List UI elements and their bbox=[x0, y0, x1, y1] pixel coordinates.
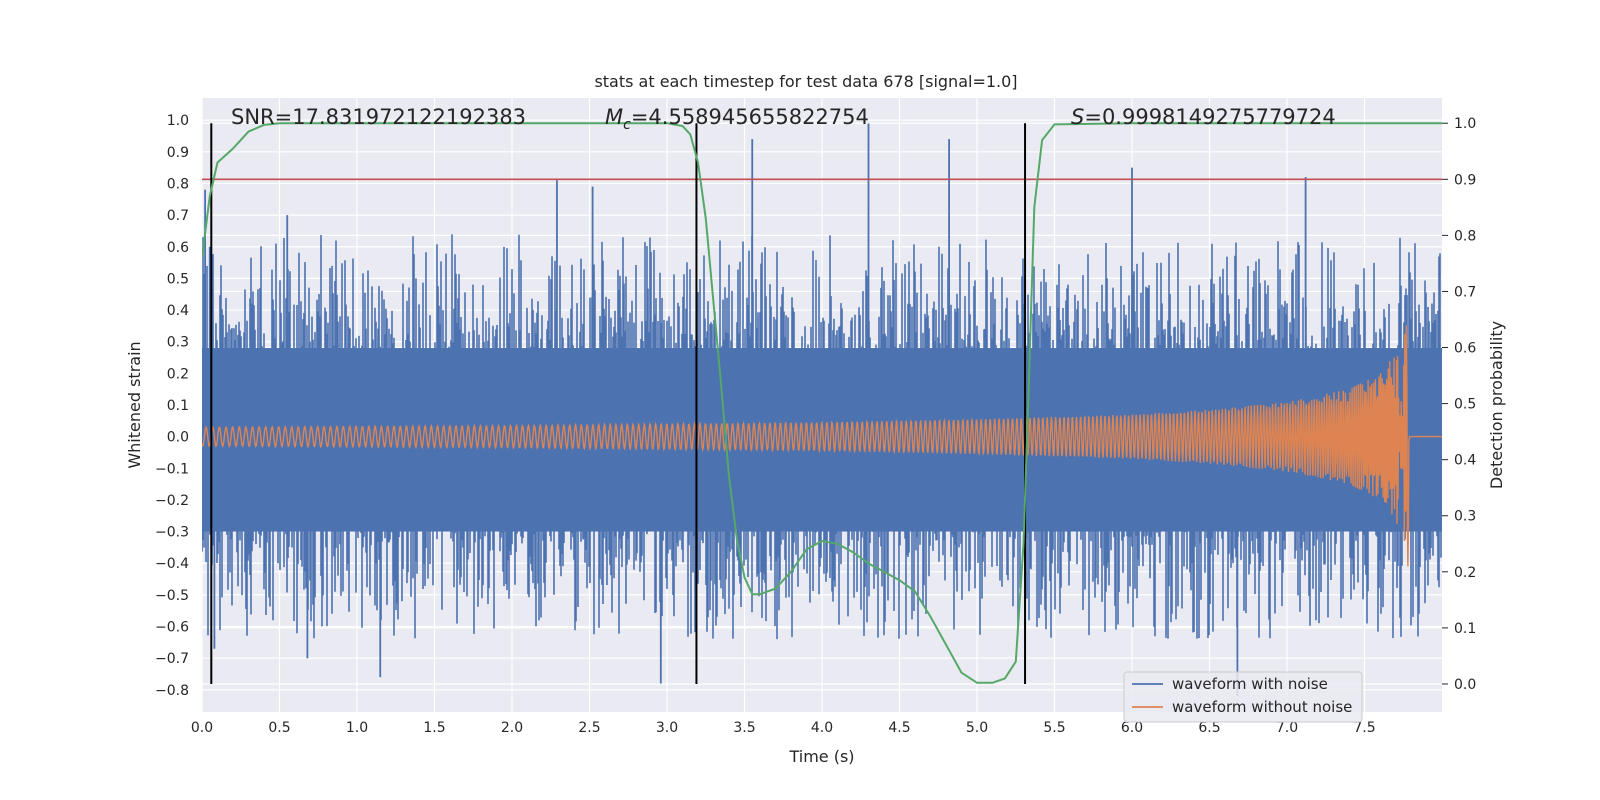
y-tick-label: −0.5 bbox=[155, 588, 189, 604]
x-tick-label: 5.0 bbox=[966, 720, 988, 736]
chirp-mass-value: =4.558945655822754 bbox=[631, 105, 869, 129]
series-layer bbox=[202, 122, 1442, 697]
s-annotation: S=0.9998149275779724 bbox=[1071, 105, 1336, 129]
y-axis-left-label: Whitened strain bbox=[125, 341, 144, 468]
y2-tick-label: 0.3 bbox=[1454, 509, 1476, 525]
y2-tick-label: 0.7 bbox=[1454, 284, 1476, 300]
x-tick-label: 7.5 bbox=[1353, 720, 1375, 736]
y-tick-label: 0.6 bbox=[167, 240, 189, 256]
y2-tick-label: 0.5 bbox=[1454, 397, 1476, 413]
x-tick-label: 0.0 bbox=[191, 720, 213, 736]
x-axis-label: Time (s) bbox=[788, 747, 854, 766]
y2-tick-label: 0.1 bbox=[1454, 621, 1476, 637]
y-tick-label: 0.8 bbox=[167, 176, 189, 192]
y-tick-label: 0.0 bbox=[167, 430, 189, 446]
chart-title: stats at each timestep for test data 678… bbox=[594, 72, 1017, 91]
y-tick-label: 0.7 bbox=[167, 208, 189, 224]
series-clean-waveform bbox=[202, 325, 1442, 567]
y2-tick-label: 0.6 bbox=[1454, 341, 1476, 357]
chirp-mass-annotation: Mc=4.558945655822754 bbox=[605, 105, 869, 133]
y-tick-label: 0.5 bbox=[167, 271, 189, 287]
y-tick-label: 0.9 bbox=[167, 145, 189, 161]
y2-tick-label: 0.0 bbox=[1454, 677, 1476, 693]
legend-label-noise: waveform with noise bbox=[1172, 675, 1328, 693]
y-tick-label: 0.2 bbox=[167, 366, 189, 382]
x-tick-label: 6.0 bbox=[1121, 720, 1143, 736]
x-tick-label: 4.5 bbox=[888, 720, 910, 736]
y-tick-label: 0.3 bbox=[167, 335, 189, 351]
y-tick-label: −0.8 bbox=[155, 683, 189, 699]
y-tick-label: −0.3 bbox=[155, 525, 189, 541]
y-tick-label: 1.0 bbox=[167, 113, 189, 129]
x-tick-label: 7.0 bbox=[1276, 720, 1298, 736]
chirp-mass-symbol: M bbox=[605, 105, 623, 129]
snr-annotation: SNR=17.831972122192383 bbox=[231, 105, 526, 129]
x-axis-ticks: 0.0 0.5 1.0 1.5 2.0 2.5 3.0 3.5 4.0 4.5 5.0 5.5 6.0 6… bbox=[191, 720, 1376, 736]
y-tick-label: 0.4 bbox=[167, 303, 189, 319]
y2-tick-label: 0.8 bbox=[1454, 228, 1476, 244]
y-tick-label: −0.6 bbox=[155, 620, 189, 636]
y-tick-label: −0.1 bbox=[155, 461, 189, 477]
y-tick-label: 0.1 bbox=[167, 398, 189, 414]
legend-label-clean: waveform without noise bbox=[1172, 698, 1352, 716]
x-tick-label: 5.5 bbox=[1043, 720, 1065, 736]
y-tick-label: −0.4 bbox=[155, 556, 189, 572]
y-axis-left-ticks: 1.0 0.9 0.8 0.7 0.6 0.5 0.4 0.3 0.2 0.1 0.0 −0.1 −0.… bbox=[155, 113, 189, 699]
x-tick-label: 2.0 bbox=[501, 720, 523, 736]
chirp-mass-subscript: c bbox=[623, 117, 631, 133]
y-tick-label: −0.7 bbox=[155, 651, 189, 667]
x-tick-label: 1.5 bbox=[423, 720, 445, 736]
y-axis-right-ticks: 1.0 0.9 0.8 0.7 0.6 0.5 0.4 0.3 0.2 0.1 0.0 bbox=[1442, 116, 1476, 693]
x-tick-label: 3.0 bbox=[656, 720, 678, 736]
s-value: =0.9998149275779724 bbox=[1084, 105, 1335, 129]
s-symbol: S bbox=[1071, 105, 1084, 129]
x-tick-label: 4.0 bbox=[811, 720, 833, 736]
y2-tick-label: 0.2 bbox=[1454, 565, 1476, 581]
y-axis-right-label: Detection probability bbox=[1487, 321, 1506, 489]
x-tick-label: 2.5 bbox=[578, 720, 600, 736]
legend: waveform with noise waveform without noi… bbox=[1123, 671, 1363, 723]
x-tick-label: 0.5 bbox=[268, 720, 290, 736]
y2-tick-label: 1.0 bbox=[1454, 116, 1476, 132]
y2-tick-label: 0.9 bbox=[1454, 172, 1476, 188]
series-detection-probability bbox=[202, 122, 1442, 684]
y-tick-label: −0.2 bbox=[155, 493, 189, 509]
x-tick-label: 3.5 bbox=[733, 720, 755, 736]
x-tick-label: 1.0 bbox=[346, 720, 368, 736]
y2-tick-label: 0.4 bbox=[1454, 453, 1476, 469]
x-tick-label: 6.5 bbox=[1198, 720, 1220, 736]
